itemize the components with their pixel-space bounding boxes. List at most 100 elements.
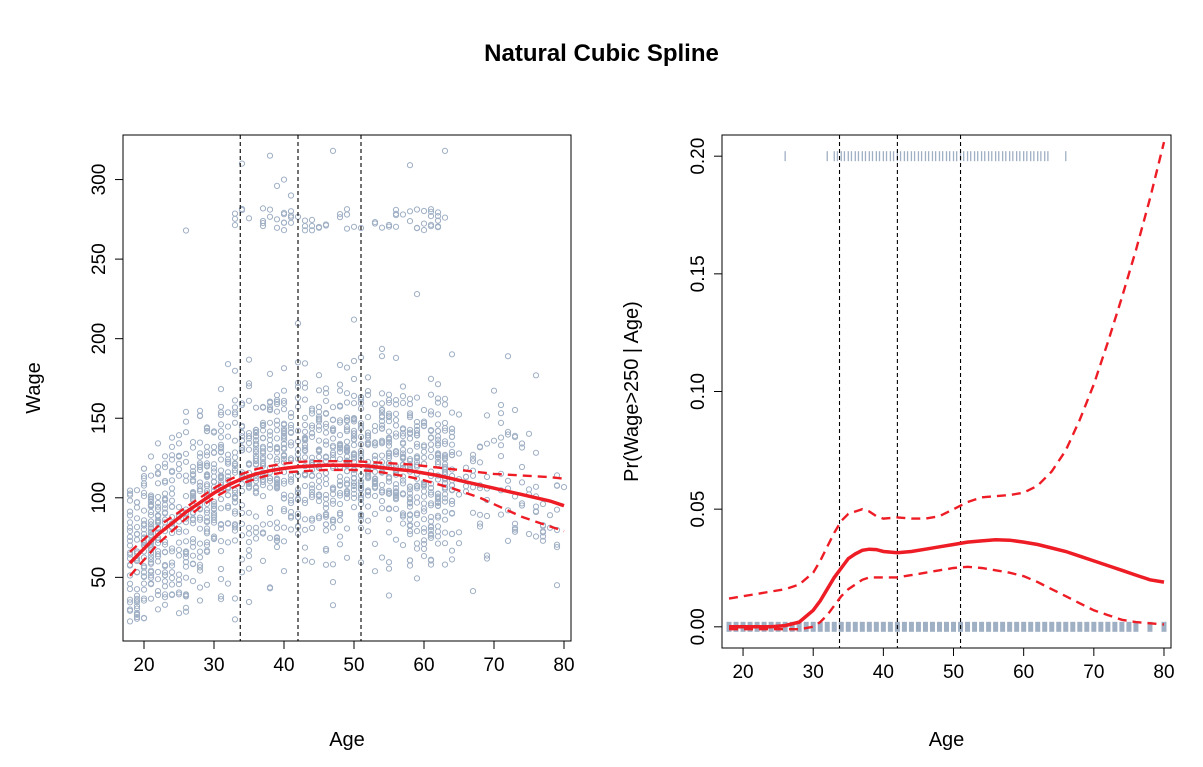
data-point bbox=[504, 477, 512, 484]
data-point bbox=[140, 475, 148, 482]
data-point bbox=[329, 425, 337, 432]
data-point bbox=[252, 449, 260, 456]
x-tick-label: 50 bbox=[343, 655, 364, 676]
data-point bbox=[406, 208, 414, 215]
data-point bbox=[147, 496, 155, 503]
data-point bbox=[441, 395, 449, 402]
data-point bbox=[168, 514, 176, 521]
data-point bbox=[140, 473, 148, 480]
data-point bbox=[140, 465, 148, 472]
data-point bbox=[490, 437, 498, 444]
data-point bbox=[455, 411, 463, 418]
data-point bbox=[399, 490, 407, 497]
data-point bbox=[350, 400, 358, 407]
data-point bbox=[126, 572, 134, 579]
data-point bbox=[231, 210, 239, 217]
data-point bbox=[329, 524, 337, 531]
y-axis-ticks: 0.00 0.05 0.10 0.15 0.20 bbox=[688, 138, 722, 645]
data-point bbox=[259, 530, 267, 537]
data-point bbox=[434, 436, 442, 443]
data-point bbox=[315, 478, 323, 485]
data-point bbox=[231, 469, 239, 476]
data-point bbox=[189, 490, 197, 497]
data-point bbox=[511, 434, 519, 441]
data-point bbox=[224, 503, 232, 510]
data-point bbox=[406, 528, 414, 535]
data-point bbox=[287, 424, 295, 432]
data-point bbox=[434, 213, 442, 220]
data-point bbox=[140, 595, 148, 602]
data-point bbox=[245, 460, 253, 467]
data-point bbox=[224, 520, 232, 527]
data-point bbox=[322, 385, 330, 392]
data-point bbox=[245, 397, 253, 404]
data-point bbox=[189, 471, 197, 478]
data-point bbox=[392, 485, 400, 492]
data-point bbox=[392, 505, 400, 512]
data-point bbox=[154, 506, 162, 513]
data-point bbox=[133, 615, 141, 622]
data-point bbox=[301, 360, 309, 367]
data-point bbox=[301, 454, 309, 461]
data-point bbox=[406, 162, 414, 169]
data-point bbox=[308, 430, 316, 437]
data-point bbox=[469, 451, 477, 458]
data-point bbox=[469, 509, 477, 516]
data-point bbox=[280, 421, 288, 428]
x-tick-label: 60 bbox=[413, 655, 434, 676]
data-point bbox=[385, 565, 393, 572]
data-point bbox=[273, 417, 281, 424]
data-point bbox=[413, 545, 421, 552]
data-point bbox=[252, 524, 260, 531]
data-point bbox=[392, 494, 400, 501]
data-point bbox=[434, 514, 442, 521]
y-tick-label: 150 bbox=[89, 402, 110, 434]
data-point bbox=[217, 409, 225, 416]
data-point bbox=[252, 535, 260, 542]
data-point bbox=[175, 552, 183, 559]
data-point bbox=[420, 553, 428, 560]
data-point bbox=[504, 431, 512, 438]
data-point bbox=[217, 448, 225, 455]
data-point bbox=[483, 412, 491, 419]
data-point bbox=[399, 433, 407, 440]
data-point bbox=[280, 176, 288, 183]
data-point bbox=[280, 434, 288, 441]
data-point bbox=[392, 430, 400, 437]
data-point bbox=[203, 547, 211, 554]
figure-title: Natural Cubic Spline bbox=[484, 40, 719, 67]
data-point bbox=[196, 482, 204, 489]
data-point bbox=[378, 440, 386, 447]
data-point bbox=[245, 356, 253, 363]
data-point bbox=[189, 536, 197, 543]
data-point bbox=[133, 586, 141, 593]
data-point bbox=[434, 411, 442, 418]
data-point bbox=[371, 568, 379, 575]
data-point bbox=[182, 550, 190, 558]
data-point bbox=[322, 547, 330, 554]
data-point bbox=[301, 421, 309, 429]
data-point bbox=[252, 440, 260, 447]
data-point bbox=[371, 219, 379, 226]
data-point bbox=[329, 518, 337, 526]
data-point bbox=[280, 227, 288, 234]
y-tick-label: 0.00 bbox=[688, 608, 709, 645]
data-point bbox=[420, 508, 428, 515]
data-point bbox=[427, 524, 435, 531]
data-point bbox=[385, 414, 393, 421]
data-point bbox=[322, 441, 330, 448]
data-point bbox=[161, 563, 169, 570]
data-point bbox=[448, 351, 456, 358]
data-point bbox=[392, 422, 400, 429]
data-point bbox=[420, 448, 428, 455]
data-point bbox=[140, 569, 148, 576]
data-point bbox=[504, 353, 512, 360]
data-point bbox=[336, 541, 344, 548]
data-point bbox=[476, 511, 484, 518]
data-point bbox=[476, 459, 484, 466]
data-point bbox=[511, 528, 519, 535]
data-point bbox=[224, 361, 232, 368]
data-point bbox=[168, 548, 176, 555]
data-point bbox=[336, 517, 344, 524]
data-point bbox=[413, 418, 421, 426]
